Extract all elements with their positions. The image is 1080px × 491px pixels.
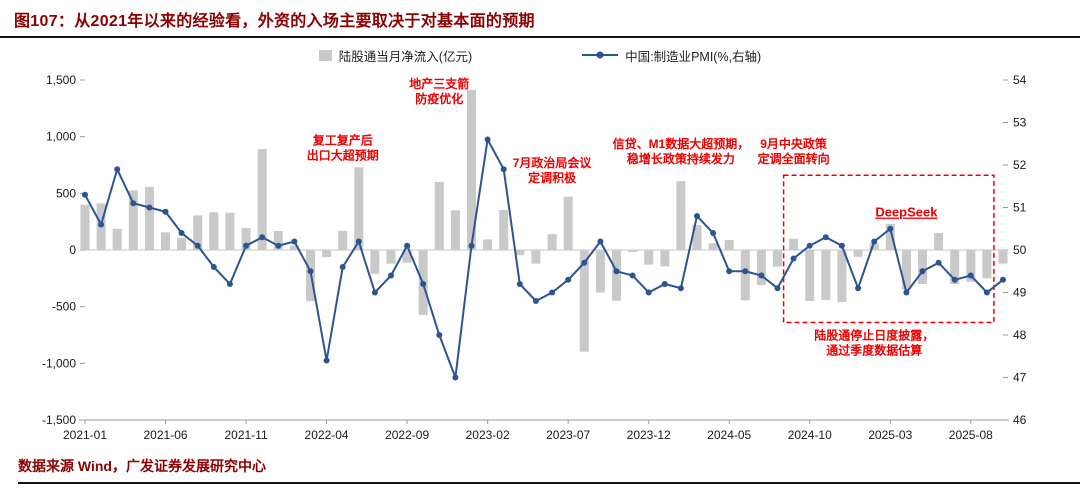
legend-line-label: 中国:制造业PMI(%,右轴) [625,49,762,64]
svg-text:陆股通停止日度披露，: 陆股通停止日度披露， [814,327,934,342]
svg-text:7月政治局会议: 7月政治局会议 [513,155,593,170]
svg-text:2022-04: 2022-04 [305,428,349,442]
svg-text:2023-02: 2023-02 [466,428,510,442]
svg-text:地产三支箭: 地产三支箭 [409,76,469,91]
svg-text:-1,500: -1,500 [42,413,76,427]
svg-text:2022-09: 2022-09 [385,428,429,442]
svg-text:出口大超预期: 出口大超预期 [307,148,379,163]
svg-text:DeepSeek: DeepSeek [875,205,938,220]
svg-text:2024-05: 2024-05 [707,428,751,442]
legend-item-bars: 陆股通当月净流入(亿元) [318,46,473,65]
chart-area: -1,500 -1,000 -500 0 500 1,000 1,500 46 47 48 49 50… [0,68,1080,450]
figure-footer: 数据来源 Wind，广发证券发展研究中心 [0,450,1080,488]
svg-text:稳增长政策持续发力: 稳增长政策持续发力 [627,151,735,166]
svg-text:定调积极: 定调积极 [528,170,577,185]
legend-bars-label: 陆股通当月净流入(亿元) [338,49,473,64]
svg-text:2021-01: 2021-01 [63,428,107,442]
line-marker-icon [596,51,604,59]
svg-text:51: 51 [1013,201,1027,215]
figure-header: 图107：从2021年以来的经验看，外资的入场主要取决于对基本面的预期 [0,0,1080,38]
svg-text:46: 46 [1013,413,1027,427]
svg-text:-1,000: -1,000 [42,356,76,370]
svg-text:54: 54 [1013,73,1027,87]
bar-swatch-icon [318,49,332,61]
svg-text:2023-12: 2023-12 [627,428,671,442]
svg-text:防疫优化: 防疫优化 [415,91,463,106]
svg-text:2024-10: 2024-10 [788,428,832,442]
svg-text:49: 49 [1013,286,1027,300]
svg-text:48: 48 [1013,328,1027,342]
svg-text:2025-08: 2025-08 [949,428,993,442]
combo-chart-canvas: -1,500 -1,000 -500 0 500 1,000 1,500 46 47 48 49 50… [42,73,1027,442]
svg-text:0: 0 [69,243,76,257]
svg-text:53: 53 [1013,116,1027,130]
legend-item-line: 中国:制造业PMI(%,右轴) [582,46,761,65]
svg-text:2021-06: 2021-06 [144,428,188,442]
svg-text:52: 52 [1013,158,1027,172]
bottom-divider [18,482,1080,484]
chart-legend: 陆股通当月净流入(亿元) 中国:制造业PMI(%,右轴) [0,42,1080,68]
svg-text:50: 50 [1013,243,1027,257]
figure-title: 图107：从2021年以来的经验看，外资的入场主要取决于对基本面的预期 [14,13,535,30]
svg-text:信贷、M1数据大超预期，: 信贷、M1数据大超预期， [613,136,750,151]
svg-text:2025-03: 2025-03 [868,428,912,442]
svg-text:2021-11: 2021-11 [224,428,267,442]
svg-text:通过季度数据估算: 通过季度数据估算 [826,342,922,357]
svg-text:复工复产后: 复工复产后 [312,133,373,148]
svg-text:9月中央政策: 9月中央政策 [760,136,828,151]
svg-text:2023-07: 2023-07 [546,428,590,442]
data-source-text: 数据来源 Wind，广发证券发展研究中心 [18,458,266,474]
svg-text:500: 500 [56,186,76,200]
svg-text:47: 47 [1013,371,1027,385]
svg-text:1,500: 1,500 [46,73,76,87]
line-swatch-icon [582,51,619,59]
svg-text:-500: -500 [52,300,76,314]
svg-text:1,000: 1,000 [46,130,76,144]
svg-text:定调全面转向: 定调全面转向 [758,151,830,166]
